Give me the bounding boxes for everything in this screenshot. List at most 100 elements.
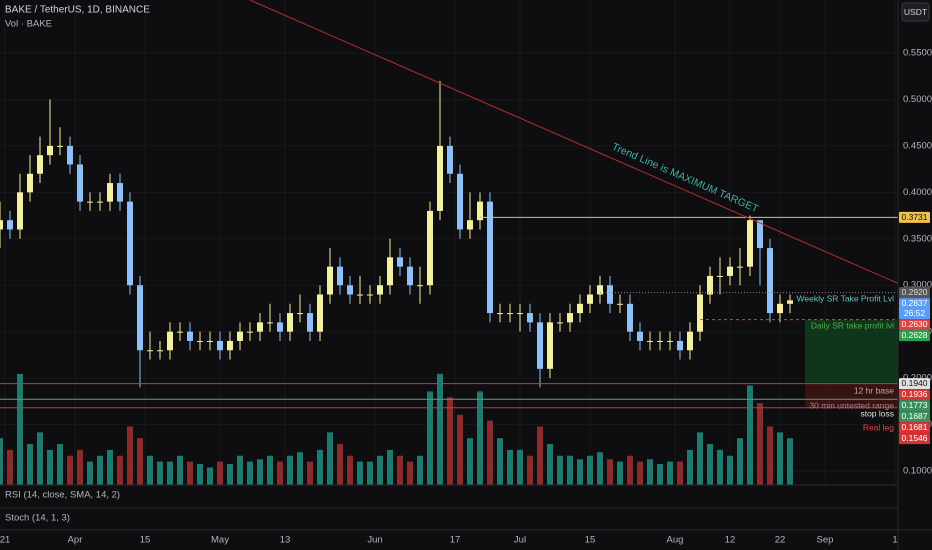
level-annotation: Real leg bbox=[863, 422, 894, 432]
volume-bar bbox=[477, 391, 483, 485]
currency-button[interactable] bbox=[901, 2, 930, 22]
price-axis: 0.55000.50000.45000.40000.35000.30000.25… bbox=[899, 48, 932, 477]
y-tick-label: 0.1000 bbox=[903, 466, 932, 477]
price-label: 0.1940 bbox=[902, 378, 928, 388]
volume-bar bbox=[107, 449, 113, 485]
volume-bar bbox=[637, 461, 643, 485]
price-label-box bbox=[899, 319, 930, 331]
candle-body bbox=[67, 145, 73, 165]
volume-bar bbox=[447, 397, 453, 485]
volume-bar bbox=[337, 444, 343, 485]
candle-body bbox=[757, 220, 763, 249]
x-tick-label: Sep bbox=[817, 535, 834, 546]
volume-bar bbox=[387, 449, 393, 485]
x-tick-label: 1 bbox=[892, 535, 897, 546]
volume-bar bbox=[777, 432, 783, 485]
volume-bar bbox=[677, 461, 683, 485]
x-tick-label: Jul bbox=[514, 535, 526, 546]
candle-body bbox=[137, 285, 143, 351]
candle-body bbox=[397, 257, 403, 267]
price-label: 0.3731 bbox=[902, 212, 928, 222]
volume-bar bbox=[567, 455, 573, 485]
price-label: 0.1546 bbox=[902, 433, 928, 443]
volume-bar bbox=[427, 391, 433, 485]
candle-body bbox=[427, 210, 433, 286]
candle-body bbox=[497, 313, 503, 315]
indicator-label: RSI (14, close, SMA, 14, 2) bbox=[5, 490, 120, 501]
y-tick-label: 0.3000 bbox=[903, 280, 932, 291]
volume-bar bbox=[207, 467, 213, 485]
candle-body bbox=[447, 145, 453, 174]
volume-bar bbox=[697, 432, 703, 485]
x-tick-label: Apr bbox=[68, 535, 83, 546]
volume-bar bbox=[7, 449, 13, 485]
volume-bar bbox=[467, 438, 473, 485]
volume-bar bbox=[257, 459, 263, 485]
candle-body bbox=[517, 313, 523, 315]
level-annotation: stop loss bbox=[860, 408, 894, 418]
volume-bar bbox=[437, 373, 443, 485]
candle-body bbox=[657, 340, 663, 342]
candle-body bbox=[557, 322, 563, 324]
volume-bar bbox=[597, 452, 603, 485]
volume-bar bbox=[527, 455, 533, 485]
volume-bar bbox=[87, 461, 93, 485]
candle-body bbox=[267, 322, 273, 324]
volume-bar bbox=[357, 461, 363, 485]
zone-box bbox=[805, 383, 898, 408]
volume-bar bbox=[147, 455, 153, 485]
price-label-box bbox=[899, 298, 930, 320]
candle-body bbox=[227, 340, 233, 351]
volume-bar bbox=[77, 449, 83, 485]
price-label: 0.2628 bbox=[902, 330, 928, 340]
volume-bar bbox=[397, 455, 403, 485]
candle-body bbox=[587, 294, 593, 304]
price-label-box bbox=[899, 287, 930, 299]
volume-bar bbox=[137, 438, 143, 485]
volume-bar bbox=[517, 449, 523, 485]
candle-body bbox=[547, 322, 553, 369]
candle-body bbox=[577, 303, 583, 314]
volume-legend: Vol · BAKE bbox=[5, 19, 52, 30]
volume-bar bbox=[577, 459, 583, 485]
candle-body bbox=[407, 266, 413, 286]
candle-body bbox=[777, 303, 783, 314]
volume-bar bbox=[547, 444, 553, 485]
volume-bar bbox=[617, 461, 623, 485]
candle-body bbox=[307, 313, 313, 332]
candle-body bbox=[537, 322, 543, 369]
candle-body bbox=[207, 340, 213, 342]
candle-body bbox=[367, 294, 373, 296]
x-tick-label: Jun bbox=[367, 535, 382, 546]
x-tick-label: 13 bbox=[280, 535, 291, 546]
volume-bar bbox=[407, 461, 413, 485]
candle-body bbox=[787, 300, 793, 304]
currency-label[interactable]: USDT bbox=[904, 7, 927, 17]
candle-body bbox=[637, 331, 643, 341]
chart-title: BAKE / TetherUS, 1D, BINANCE bbox=[5, 5, 150, 16]
candle-body bbox=[277, 322, 283, 332]
volume-bar bbox=[277, 461, 283, 485]
volume-bar bbox=[127, 426, 133, 485]
x-tick-label: Aug bbox=[667, 535, 684, 546]
candle-body bbox=[337, 266, 343, 286]
zone-box bbox=[805, 319, 898, 384]
candle-body bbox=[157, 350, 163, 352]
volume-bar bbox=[0, 438, 3, 485]
candle-body bbox=[167, 331, 173, 351]
y-tick-label: 0.4500 bbox=[903, 140, 932, 151]
candle-body bbox=[387, 257, 393, 286]
volume-bar bbox=[237, 455, 243, 485]
volume-bar bbox=[197, 463, 203, 485]
candle-body bbox=[217, 340, 223, 351]
candle-body bbox=[617, 303, 623, 305]
volume-bar bbox=[327, 432, 333, 485]
x-tick-label: 12 bbox=[725, 535, 736, 546]
price-label: 0.2630 bbox=[902, 319, 928, 329]
x-tick-label: 15 bbox=[585, 535, 596, 546]
y-tick-label: 0.5500 bbox=[903, 48, 932, 59]
candle-body bbox=[737, 266, 743, 268]
volume-bar bbox=[157, 461, 163, 485]
candle-body bbox=[607, 285, 613, 304]
